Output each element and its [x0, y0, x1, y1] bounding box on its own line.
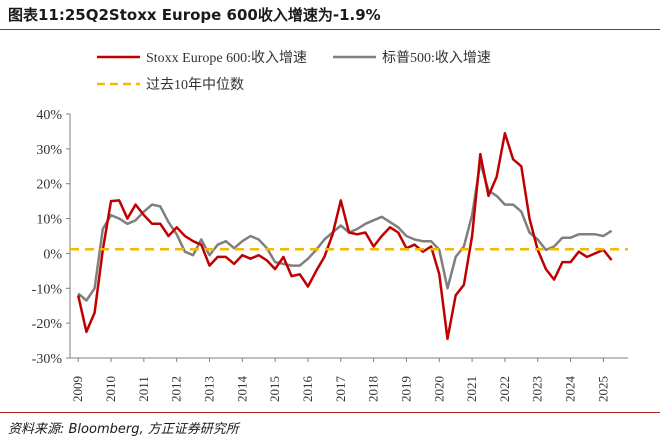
x-tick-label: 2012 — [169, 376, 184, 402]
x-tick-label: 2018 — [366, 376, 381, 402]
source-divider — [0, 412, 660, 413]
plot-area: -30% -20% -10% 0% 10% 20% 30% 40% 2009 2010 2011 20… — [32, 108, 628, 402]
x-tick-label: 2011 — [136, 376, 151, 402]
y-tick-label: -10% — [32, 282, 63, 297]
legend-label-stoxx: Stoxx Europe 600:收入增速 — [146, 50, 307, 66]
y-tick-label: -20% — [32, 317, 63, 332]
legend-label-median: 过去10年中位数 — [146, 77, 244, 93]
x-tick-label: 2019 — [398, 376, 413, 402]
series-line-sp500 — [77, 161, 613, 302]
x-tick-label: 2010 — [103, 376, 118, 402]
y-tick-label: 40% — [36, 108, 62, 123]
source-note: 资料来源: Bloomberg, 方正证券研究所 — [8, 422, 239, 437]
chart-title: 图表11:25Q2Stoxx Europe 600收入增速为-1.9% — [8, 6, 381, 24]
x-tick-label: 2016 — [300, 376, 315, 403]
x-tick-label: 2021 — [464, 376, 479, 402]
x-tick-label: 2023 — [530, 376, 545, 402]
y-tick-label: -30% — [32, 352, 63, 367]
title-divider — [0, 29, 660, 30]
y-tick-label: 20% — [36, 178, 62, 193]
x-tick-label: 2024 — [563, 376, 578, 403]
legend-label-sp500: 标普500:收入增速 — [382, 50, 491, 66]
x-tick-label: 2015 — [267, 376, 282, 402]
legend: Stoxx Europe 600:收入增速 标普500:收入增速 过去10年中位… — [97, 50, 491, 93]
x-tick-label: 2020 — [431, 376, 446, 402]
series-line-stoxx — [76, 131, 613, 341]
y-tick-label: 10% — [36, 213, 62, 228]
x-tick-label: 2009 — [70, 376, 85, 402]
y-tick-label: 30% — [36, 143, 62, 158]
x-tick-label: 2013 — [202, 376, 217, 402]
x-tick-label: 2017 — [333, 376, 348, 403]
x-tick-label: 2022 — [497, 376, 512, 402]
y-tick-label: 0% — [43, 247, 62, 262]
x-tick-label: 2014 — [234, 376, 249, 403]
x-tick-label: 2025 — [595, 376, 610, 402]
